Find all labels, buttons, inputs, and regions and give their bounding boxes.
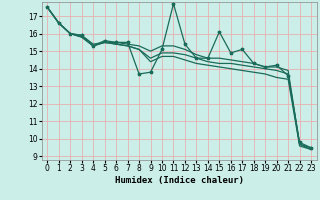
X-axis label: Humidex (Indice chaleur): Humidex (Indice chaleur) [115, 176, 244, 185]
